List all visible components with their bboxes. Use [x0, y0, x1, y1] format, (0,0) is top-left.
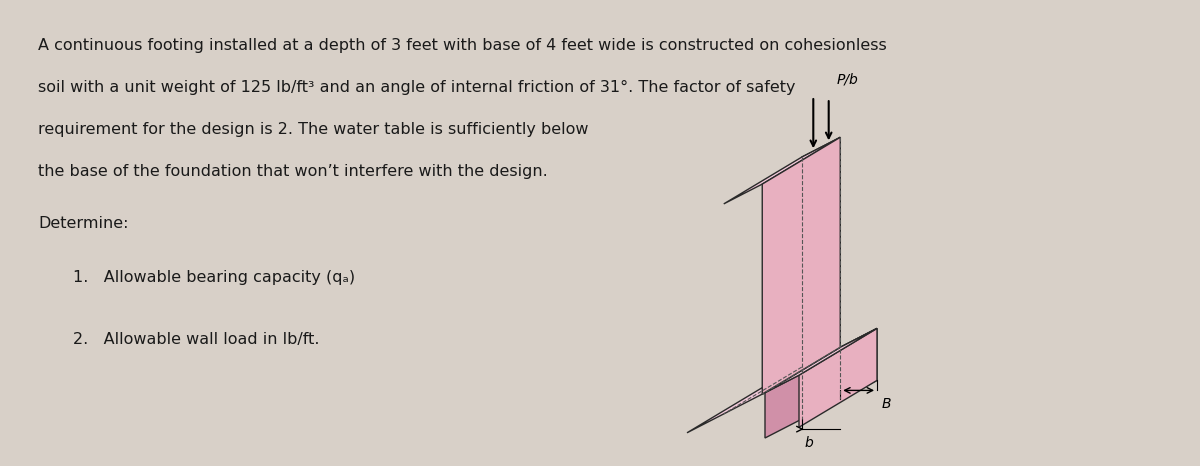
Polygon shape — [799, 329, 877, 427]
Text: soil with a unit weight of 125 lb/ft³ and an angle of internal friction of 31°. : soil with a unit weight of 125 lb/ft³ an… — [38, 80, 796, 95]
Polygon shape — [762, 329, 877, 394]
Polygon shape — [686, 329, 877, 433]
Polygon shape — [724, 137, 840, 204]
Text: B: B — [882, 397, 892, 411]
Text: 2.   Allowable wall load in lb/ft.: 2. Allowable wall load in lb/ft. — [73, 332, 319, 347]
Polygon shape — [802, 137, 840, 367]
Text: requirement for the design is 2. The water table is sufficiently below: requirement for the design is 2. The wat… — [38, 122, 588, 137]
Text: A continuous footing installed at a depth of 3 feet with base of 4 feet wide is : A continuous footing installed at a dept… — [38, 38, 887, 53]
Polygon shape — [766, 329, 877, 438]
Text: P/b: P/b — [836, 72, 858, 86]
Text: the base of the foundation that won’t interfere with the design.: the base of the foundation that won’t in… — [38, 164, 547, 179]
Text: b: b — [805, 436, 814, 450]
Polygon shape — [762, 137, 840, 394]
Text: Determine:: Determine: — [38, 216, 128, 231]
Text: 1.   Allowable bearing capacity (qₐ): 1. Allowable bearing capacity (qₐ) — [73, 270, 355, 285]
